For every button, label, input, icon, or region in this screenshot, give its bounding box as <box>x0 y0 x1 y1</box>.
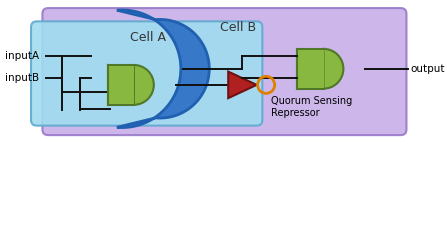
Wedge shape <box>134 65 154 105</box>
Text: inputA: inputA <box>5 51 40 61</box>
Bar <box>297 49 324 89</box>
FancyBboxPatch shape <box>42 8 406 135</box>
Polygon shape <box>117 10 209 128</box>
FancyBboxPatch shape <box>31 21 262 126</box>
Text: output: output <box>410 64 445 74</box>
Text: Cell B: Cell B <box>219 21 256 34</box>
Bar <box>109 66 134 104</box>
Polygon shape <box>228 72 257 98</box>
Text: Cell A: Cell A <box>130 31 166 44</box>
Bar <box>108 65 134 105</box>
Wedge shape <box>324 49 343 89</box>
Bar <box>299 50 324 88</box>
Text: inputB: inputB <box>5 73 40 83</box>
Text: Quorum Sensing
Repressor: Quorum Sensing Repressor <box>271 96 352 118</box>
